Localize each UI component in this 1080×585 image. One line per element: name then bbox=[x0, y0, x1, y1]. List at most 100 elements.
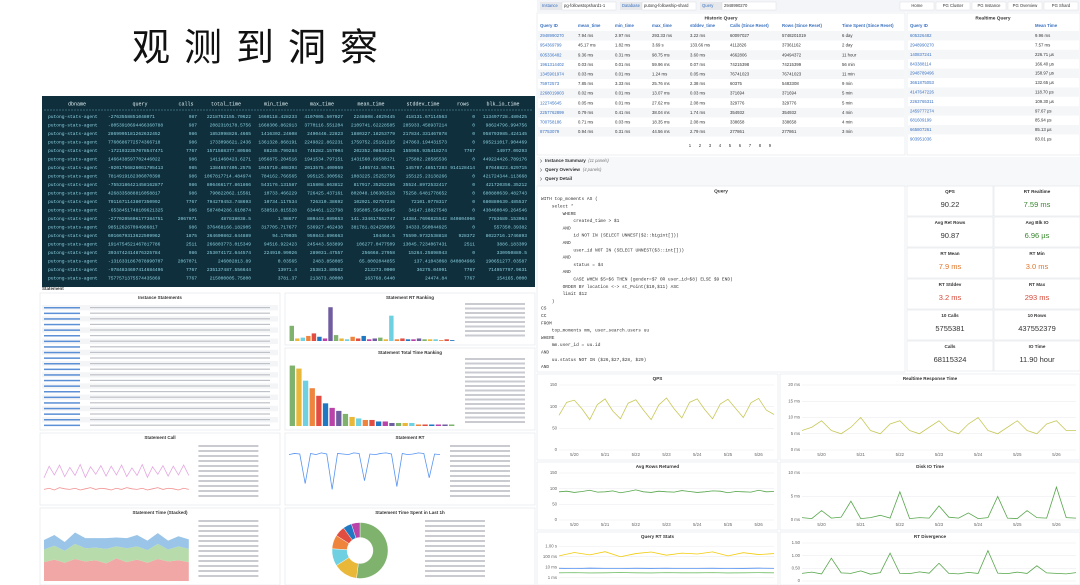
table-cell: 3.22 ms bbox=[690, 33, 705, 38]
legend-entry bbox=[465, 389, 525, 392]
terminal-cell: putong-stats-agent bbox=[48, 131, 98, 137]
column-header: stddev_time bbox=[690, 23, 716, 28]
legend-entry bbox=[465, 421, 525, 423]
terminal-cell: 2218752155.70622 bbox=[207, 114, 251, 120]
nav-button[interactable] bbox=[1043, 1, 1079, 11]
stat-value: 90.22 bbox=[941, 200, 960, 209]
x-tick-label: 5/24 bbox=[693, 452, 702, 457]
row-text bbox=[90, 318, 270, 320]
panel-title: Query bbox=[714, 188, 728, 194]
stat-value: 293 ms bbox=[1025, 293, 1050, 302]
bar bbox=[438, 340, 444, 341]
terminal-cell: 137.41043068 bbox=[414, 259, 447, 265]
terminal-cell: 88245.799284 bbox=[264, 148, 297, 154]
bar bbox=[344, 339, 350, 341]
legend-entry bbox=[198, 535, 259, 537]
column-header: mean_time bbox=[578, 23, 601, 28]
terminal-cell: 634461.122798 bbox=[307, 208, 343, 214]
x-tick-label: 5/22 bbox=[632, 522, 641, 527]
terminal-cell: 253813.80562 bbox=[310, 267, 343, 273]
nav-button[interactable] bbox=[899, 1, 935, 11]
terminal-cell: 746282.157004 bbox=[307, 148, 343, 154]
x-tick-label: 5/21 bbox=[857, 522, 866, 527]
row-text bbox=[90, 351, 270, 353]
stat-title: RT Stddev bbox=[939, 282, 962, 287]
variable-label-box bbox=[700, 2, 722, 10]
terminal-cell: 536927.462438 bbox=[307, 225, 343, 231]
bar bbox=[394, 339, 400, 341]
nav-button[interactable] bbox=[971, 1, 1007, 11]
y-tick-label: 10 ms bbox=[545, 564, 557, 569]
table-cell: 2.08 ms bbox=[690, 120, 705, 125]
panel bbox=[993, 340, 1080, 372]
panel-title: Statement RT Ranking bbox=[386, 295, 434, 300]
row-id bbox=[44, 379, 80, 382]
x-tick-label: 5/20 bbox=[817, 452, 826, 457]
sql-line: AND bbox=[541, 240, 571, 246]
terminal-cell: 1431560.89580171 bbox=[351, 157, 395, 163]
legend-entry bbox=[450, 460, 510, 462]
legend-entry bbox=[425, 545, 485, 547]
section-chevron bbox=[539, 177, 543, 181]
table-cell: 338658 bbox=[782, 120, 797, 125]
terminal-cell: 213873.80000 bbox=[310, 276, 343, 282]
terminal-cell: 247863.194431573 bbox=[403, 140, 447, 146]
terminal-cell: 155965.935418274 bbox=[403, 148, 447, 154]
panel bbox=[906, 247, 994, 279]
variable-select[interactable] bbox=[561, 1, 617, 11]
nav-button[interactable] bbox=[1007, 1, 1043, 11]
row-id bbox=[44, 351, 80, 354]
bar bbox=[302, 380, 309, 426]
terminal-cell: 2490446.22823 bbox=[307, 131, 343, 137]
terminal-cell: 430460049.264546 bbox=[483, 208, 527, 214]
column-header: min_time bbox=[615, 23, 634, 28]
y-tick-label: 150 bbox=[550, 470, 558, 475]
variable-select[interactable] bbox=[641, 1, 697, 11]
table-cell: 74215399 bbox=[782, 62, 802, 67]
legend-entry bbox=[465, 303, 525, 305]
terminal-cell: putong-stats-agent bbox=[48, 276, 98, 282]
legend-entry bbox=[425, 555, 485, 557]
table-cell: 0.03 ms bbox=[690, 91, 705, 96]
table-cell: 329776 bbox=[782, 100, 797, 105]
terminal-cell: -8053910694466360788 bbox=[108, 123, 163, 129]
stat-value: 7.9 ms bbox=[939, 262, 962, 271]
table-cell: 0.03 ms bbox=[615, 120, 630, 125]
terminal-cell: 7911671143807350992 bbox=[108, 199, 161, 205]
table-cell: 0.01 ms bbox=[615, 72, 630, 77]
y-tick-label: 50 bbox=[552, 425, 557, 430]
terminal-cell: -9784834607414684496 bbox=[108, 267, 163, 273]
y-tick-label: 0 bbox=[798, 578, 801, 583]
column-header: Query ID bbox=[540, 23, 558, 28]
stacked-area bbox=[44, 558, 189, 581]
table-cell: 277861 bbox=[782, 129, 797, 134]
variable-select[interactable] bbox=[721, 1, 777, 11]
terminal-cell: 1411460423.6271 bbox=[210, 157, 252, 163]
page-link: 6 bbox=[739, 143, 742, 148]
table-cell: 1.74 ms bbox=[690, 110, 705, 115]
terminal-cell: putong-stats-agent bbox=[48, 267, 98, 273]
table-cell: 2263765311 bbox=[910, 99, 934, 104]
panel bbox=[779, 373, 1080, 461]
row-id bbox=[44, 357, 80, 359]
terminal-cell: 0 bbox=[472, 225, 475, 231]
bar bbox=[405, 339, 411, 341]
table-cell: 605326482 bbox=[910, 33, 932, 38]
y-tick-label: 50 bbox=[552, 501, 557, 506]
row-text bbox=[90, 340, 270, 342]
bar bbox=[389, 422, 395, 426]
nav-button[interactable] bbox=[935, 1, 971, 11]
sql-line: limit $12 bbox=[541, 291, 587, 297]
legend-entry bbox=[198, 450, 259, 452]
y-tick-label: 1.00 bbox=[792, 553, 801, 558]
legend-entry bbox=[465, 358, 525, 360]
terminal-cell: 289031.47557 bbox=[310, 250, 343, 256]
bar bbox=[416, 338, 422, 341]
row-id bbox=[44, 402, 80, 404]
terminal-cell: 815808.863812 bbox=[307, 182, 343, 188]
page-link: 4 bbox=[719, 143, 722, 148]
y-tick-label: 0 bbox=[555, 517, 558, 522]
nav-label: Home bbox=[911, 3, 923, 8]
table-cell: 9.96 ms bbox=[1035, 33, 1050, 38]
terminal-cell: 217834.331467878 bbox=[403, 131, 447, 137]
